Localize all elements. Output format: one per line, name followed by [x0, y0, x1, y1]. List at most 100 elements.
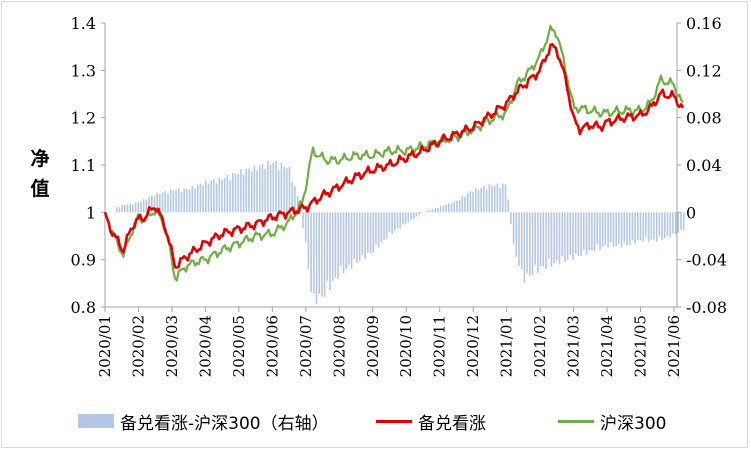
bar: [118, 207, 121, 213]
bar: [140, 201, 142, 213]
y2-tick-label: 0.12: [686, 61, 722, 80]
bar: [329, 212, 331, 290]
bar: [639, 212, 642, 241]
x-tick-label: 2021/01: [498, 315, 516, 377]
bar: [464, 196, 466, 213]
bar: [558, 212, 561, 265]
bar: [442, 205, 445, 213]
bar: [169, 189, 172, 213]
bar: [226, 175, 229, 213]
bar: [205, 180, 207, 213]
bar: [167, 193, 169, 213]
bar: [531, 212, 534, 276]
bar: [404, 212, 407, 225]
x-tick-label: 2020/04: [196, 315, 214, 377]
x-tick-label: 2020/08: [330, 315, 348, 377]
bar: [529, 212, 531, 276]
csi300-line: [103, 24, 684, 282]
bar: [610, 212, 612, 243]
bar: [661, 212, 663, 240]
bar: [275, 161, 277, 213]
bar: [245, 168, 248, 213]
y2-tick-label: 0: [686, 203, 696, 222]
legend-label-bar-diff: 备兑看涨-沪深300（右轴）: [120, 413, 329, 434]
bar: [461, 196, 464, 213]
bar: [445, 204, 447, 213]
bar: [569, 212, 572, 255]
x-tick-label: 2020/12: [464, 315, 482, 377]
bar: [504, 184, 507, 213]
bar: [191, 186, 194, 213]
bar: [642, 212, 644, 242]
bar: [485, 189, 488, 213]
bar: [493, 185, 496, 213]
legend-item-covered-call: 备兑看涨: [376, 410, 486, 434]
bar: [612, 212, 615, 248]
bar: [129, 203, 131, 213]
bar: [526, 212, 528, 274]
bar: [151, 195, 153, 213]
y2-tick-label: 0.16: [686, 14, 722, 33]
bar: [672, 212, 674, 234]
bar: [153, 196, 156, 213]
bar: [164, 190, 167, 213]
bar: [159, 194, 161, 213]
bar: [183, 188, 185, 213]
bar: [448, 203, 450, 213]
bar: [593, 212, 596, 252]
bar: [564, 212, 566, 262]
bar: [623, 212, 626, 244]
bar: [658, 212, 661, 237]
bar: [604, 212, 607, 246]
bar: [480, 187, 482, 213]
x-tick-label: 2020/02: [129, 315, 147, 377]
bar: [156, 192, 158, 213]
bar: [415, 212, 418, 217]
bar: [396, 212, 399, 229]
legend: 备兑看涨-沪深300（右轴） 备兑看涨 沪深300: [0, 404, 751, 438]
bar: [421, 212, 423, 214]
bar: [356, 212, 358, 264]
x-tick-label: 2020/10: [397, 315, 415, 377]
bar: [680, 212, 682, 230]
bar: [280, 162, 283, 213]
bar: [383, 212, 385, 240]
bar: [188, 189, 191, 213]
bar: [666, 212, 669, 236]
bar: [367, 212, 369, 253]
bar: [431, 209, 434, 213]
bar: [645, 212, 647, 237]
bar: [626, 212, 628, 246]
bar: [499, 188, 501, 213]
bar: [210, 180, 212, 213]
bar: [507, 199, 509, 213]
bar: [202, 185, 204, 213]
bar: [364, 212, 366, 260]
bar: [682, 212, 685, 231]
bar: [161, 192, 164, 213]
bar: [537, 212, 539, 273]
legend-swatch-green-line: [558, 419, 594, 423]
bar: [496, 183, 499, 213]
bar: [318, 212, 320, 294]
y-tick-label: 1.1: [71, 156, 96, 175]
bar: [337, 212, 339, 279]
bar: [550, 212, 553, 267]
y-tick-label: 0.9: [71, 251, 96, 270]
legend-item-csi300: 沪深300: [558, 410, 666, 434]
bar: [512, 212, 515, 244]
legend-item-bar-diff: 备兑看涨-沪深300（右轴）: [78, 410, 329, 434]
bar: [472, 192, 474, 213]
x-tick-label: 2021/03: [565, 315, 583, 377]
bar: [650, 212, 653, 240]
bar: [132, 204, 134, 213]
bar: [545, 212, 547, 269]
bar: [375, 212, 377, 245]
bar: [215, 183, 218, 213]
x-tick-label: 2020/01: [96, 315, 114, 377]
bar: [172, 190, 175, 213]
bar: [385, 212, 388, 239]
legend-swatch-red-line: [376, 419, 412, 423]
